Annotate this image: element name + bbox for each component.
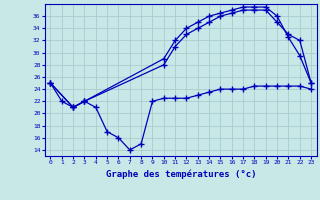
X-axis label: Graphe des températures (°c): Graphe des températures (°c) bbox=[106, 169, 256, 179]
